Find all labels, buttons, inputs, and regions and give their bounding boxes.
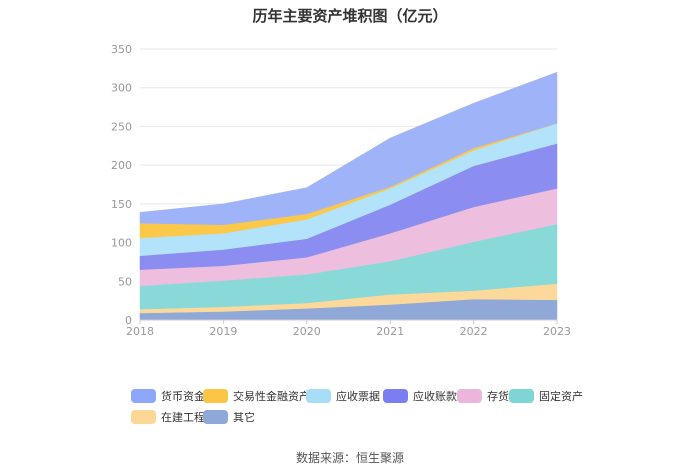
stacked-area-chart: 0 50 100 150 200 250 300 350 2018 2019 2020 2021 202… [111,43,571,338]
x-tick-label: 2022 [460,325,488,338]
legend-swatch [203,389,228,403]
legend-label: 应收账款 [413,390,457,403]
legend-swatch [131,389,156,403]
legend-item[interactable]: 在建工程 [131,409,205,425]
data-source: 数据来源：恒生聚源 [295,451,404,465]
y-tick-label: 0 [125,314,132,327]
y-tick-label: 100 [111,237,132,250]
legend-item[interactable]: 交易性金融资产 [203,388,310,404]
y-tick-label: 300 [111,82,132,95]
chart-title: 历年主要资产堆积图（亿元） [252,7,448,25]
axes: 0 50 100 150 200 250 300 350 2018 2019 2020 2021 202… [111,43,571,338]
legend-swatch [131,410,156,424]
legend-item[interactable]: 存货 [457,388,509,404]
legend-item[interactable]: 应收账款 [383,388,457,404]
x-tick-label: 2023 [543,325,571,338]
area-series-7 [139,71,558,226]
x-tick-label: 2020 [293,325,321,338]
legend-item[interactable]: 货币资金 [131,388,205,404]
y-tick-label: 50 [118,275,132,288]
legend-label: 在建工程 [161,411,205,424]
legend-label: 应收票据 [336,390,380,403]
area-series-group [139,71,558,321]
legend-swatch [383,389,408,403]
y-tick-label: 250 [111,120,132,133]
legend-item[interactable]: 固定资产 [509,388,583,404]
legend-swatch [457,389,482,403]
x-tick-label: 2018 [126,325,154,338]
y-tick-label: 350 [111,43,132,56]
x-tick-label: 2019 [209,325,237,338]
x-tick-label: 2021 [376,325,404,338]
y-tick-label: 150 [111,198,132,211]
legend-swatch [306,389,331,403]
legend-label: 其它 [233,411,255,424]
legend-item[interactable]: 其它 [203,409,255,425]
legend-item[interactable]: 应收票据 [306,388,380,404]
legend-label: 存货 [487,390,509,403]
legend-label: 货币资金 [161,390,205,403]
legend-label: 交易性金融资产 [233,390,310,403]
legend-label: 固定资产 [539,390,583,403]
legend-swatch [203,410,228,424]
legend-swatch [509,389,534,403]
y-tick-label: 200 [111,159,132,172]
